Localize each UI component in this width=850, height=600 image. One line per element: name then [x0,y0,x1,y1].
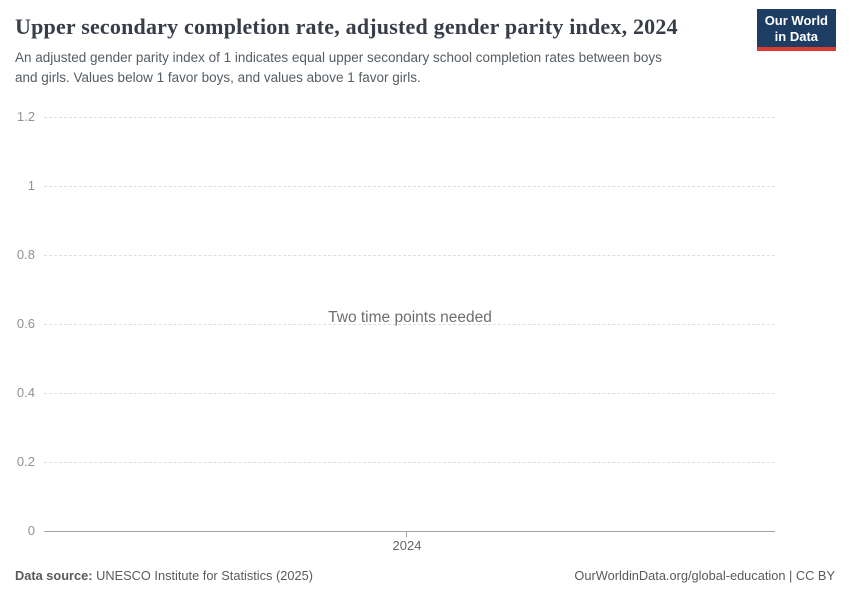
data-source-value: UNESCO Institute for Statistics (2025) [92,568,313,583]
gridline [44,255,775,256]
no-data-message: Two time points needed [328,309,492,326]
gridline [44,186,775,187]
gridline [44,531,775,532]
gridline [44,324,775,325]
chart-subtitle: An adjusted gender parity index of 1 ind… [15,50,662,85]
x-axis-tick-label: 2024 [392,538,422,553]
x-axis-tick [406,531,407,537]
y-axis-tick-label: 1.2 [16,109,35,124]
chart-title: Upper secondary completion rate, adjuste… [15,14,678,39]
owid-logo[interactable]: Our World in Data [756,9,836,51]
footer-link[interactable]: OurWorldinData.org/global-education | CC… [574,568,835,583]
gridline [44,117,775,118]
gridline [44,393,775,394]
y-axis-tick-label: 1 [27,178,35,193]
owid-logo-line1: Our World [764,13,828,28]
data-source-label: Data source: [15,568,93,583]
y-axis-tick-label: 0.8 [16,247,35,262]
gridline [44,462,775,463]
y-axis-tick-label: 0.2 [16,454,35,469]
y-axis-tick-label: 0 [27,523,35,538]
y-axis-tick-label: 0.6 [16,316,35,331]
y-axis-tick-label: 0.4 [16,385,35,400]
footer: Data source: UNESCO Institute for Statis… [15,568,835,583]
data-source: Data source: UNESCO Institute for Statis… [15,568,313,583]
owid-logo-line2: in Data [774,28,819,44]
